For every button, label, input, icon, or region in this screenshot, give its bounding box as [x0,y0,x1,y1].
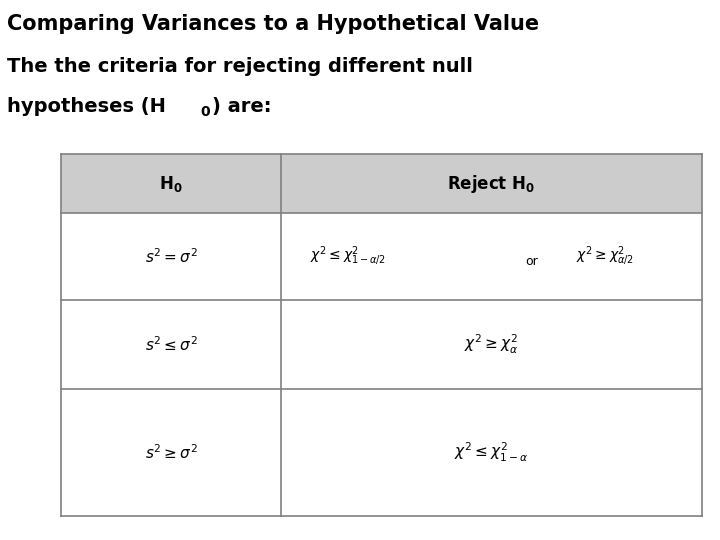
Bar [61,154,702,213]
Text: $\chi^2 \geq \chi^2_{\alpha/2}$: $\chi^2 \geq \chi^2_{\alpha/2}$ [576,245,634,268]
Text: or: or [526,255,539,268]
Text: $\chi^2 \leq \chi^2_{1-\alpha/2}$: $\chi^2 \leq \chi^2_{1-\alpha/2}$ [310,245,385,268]
Text: hypotheses (H: hypotheses (H [7,97,166,116]
Text: The the criteria for rejecting different null: The the criteria for rejecting different… [7,57,473,76]
Text: $\chi^2 \geq \chi^2_{\alpha}$: $\chi^2 \geq \chi^2_{\alpha}$ [464,333,518,356]
Text: $s^2 \geq \sigma^2$: $s^2 \geq \sigma^2$ [145,443,197,462]
Text: $\chi^2 \leq \chi^2_{1-\alpha}$: $\chi^2 \leq \chi^2_{1-\alpha}$ [454,441,528,464]
Text: $\mathbf{H_0}$: $\mathbf{H_0}$ [159,173,183,194]
Bar [61,154,702,516]
Text: ) are:: ) are: [212,97,272,116]
Text: $s^2 \leq \sigma^2$: $s^2 \leq \sigma^2$ [145,335,197,354]
Text: Comparing Variances to a Hypothetical Value: Comparing Variances to a Hypothetical Va… [7,14,539,33]
Text: $\mathbf{Reject\ H_0}$: $\mathbf{Reject\ H_0}$ [447,173,536,194]
Text: $s^2 = \sigma^2$: $s^2 = \sigma^2$ [145,247,197,266]
Text: 0: 0 [200,105,210,119]
